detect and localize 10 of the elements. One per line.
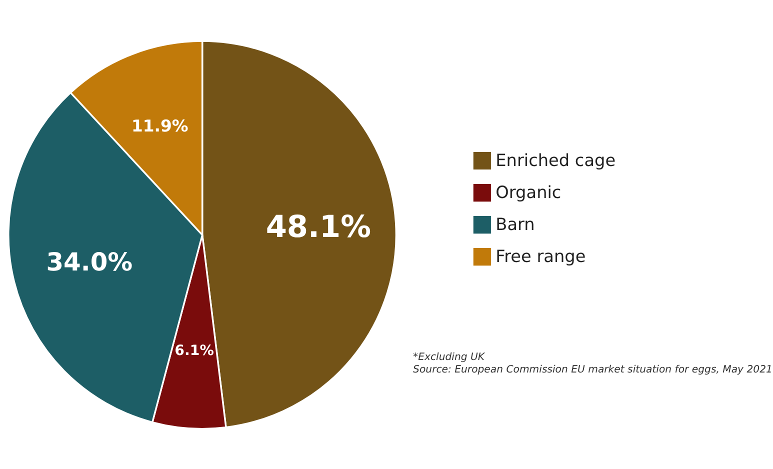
data-label: 34.0% [46,248,133,277]
data-label: 48.1% [266,210,372,246]
source-note: Source: European Commission EU market situation for eggs, May 2021 [413,364,772,376]
data-label: 6.1% [174,343,214,360]
legend-label: Free range [496,246,586,266]
data-label: 11.9% [131,116,188,136]
legend-label: Organic [496,182,562,202]
legend-label: Barn [496,214,535,234]
text: *Excluding UK [413,352,486,364]
legend-label: Enriched cage [496,150,616,170]
